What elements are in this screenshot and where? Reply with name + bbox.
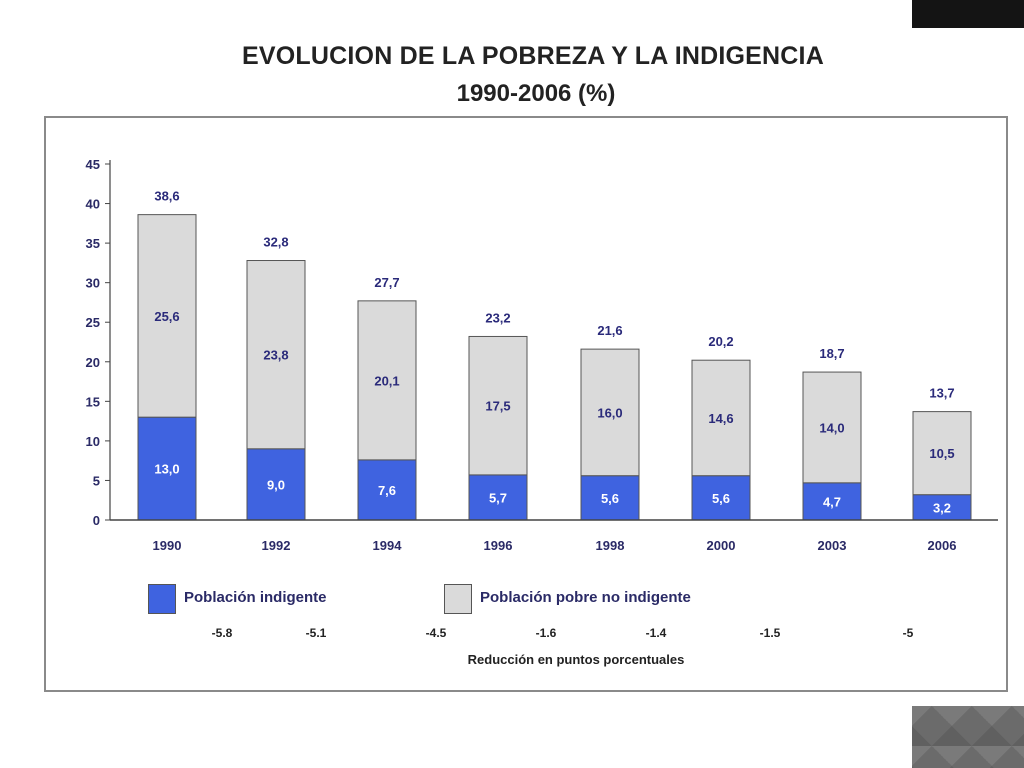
bar-poor-non-indigent [468, 335, 528, 476]
reduction-value: -5 [902, 626, 914, 640]
y-tick-label: 10 [86, 434, 100, 449]
reduction-value: -1.5 [759, 626, 781, 640]
y-tick-label: 20 [86, 355, 100, 370]
chart-title: EVOLUCION DE LA POBREZA Y LA INDIGENCIA [242, 42, 824, 70]
x-tick-label: 1996 [484, 538, 513, 553]
data-label-indigent: 3,2 [933, 500, 951, 515]
reduction-caption: Reducción en puntos porcentuales [467, 652, 685, 667]
data-label-indigent: 13,0 [154, 462, 179, 477]
reduction-value: -4.5 [425, 626, 447, 640]
bar-indigent [246, 448, 306, 521]
data-label-total: 23,2 [485, 310, 510, 325]
legend-swatch-indigent [148, 584, 176, 614]
y-tick-label: 25 [86, 315, 100, 330]
legend-swatch-poor [444, 584, 472, 614]
reduction-value: -5.1 [305, 626, 327, 640]
reduction-value: -1.6 [535, 626, 557, 640]
data-label-total: 38,6 [154, 189, 179, 204]
legend-label-indigent: Población indigente [184, 589, 327, 606]
x-tick-label: 1990 [153, 538, 182, 553]
data-label-poor: 20,1 [374, 373, 399, 388]
x-tick-label: 1998 [596, 538, 625, 553]
data-label-poor: 25,6 [154, 309, 179, 324]
y-tick-label: 0 [93, 513, 100, 528]
y-tick-label: 45 [86, 157, 100, 172]
data-label-poor: 23,8 [263, 348, 288, 363]
data-label-indigent: 5,6 [601, 491, 619, 506]
data-label-indigent: 7,6 [378, 483, 396, 498]
y-tick-label: 5 [93, 473, 100, 488]
data-label-indigent: 9,0 [267, 477, 285, 492]
data-label-total: 20,2 [708, 334, 733, 349]
chart-panel: 0 5 10 15 20 25 30 35 40 45 13,0 25,6 38,6 1990 9,0 23,… [44, 116, 1008, 692]
chart-subtitle: 1990-2006 (%) [456, 80, 616, 107]
reduction-value: -1.4 [645, 626, 667, 640]
data-label-poor: 14,6 [708, 411, 733, 426]
bar-poor-non-indigent [357, 300, 417, 461]
data-label-poor: 16,0 [597, 405, 622, 420]
y-tick-label: 15 [86, 394, 100, 409]
bar-indigent [691, 475, 751, 521]
bar-poor-non-indigent [246, 260, 306, 450]
data-label-poor: 17,5 [485, 399, 510, 414]
data-label-total: 32,8 [263, 235, 288, 250]
data-label-total: 18,7 [819, 346, 844, 361]
x-tick-label: 1992 [262, 538, 291, 553]
data-label-indigent: 5,6 [712, 491, 730, 506]
data-label-poor: 10,5 [929, 446, 954, 461]
data-label-poor: 14,0 [819, 420, 844, 435]
bar-indigent [802, 482, 862, 521]
bar-poor-non-indigent [137, 214, 197, 418]
x-tick-label: 2000 [707, 538, 736, 553]
bar-poor-non-indigent [580, 348, 640, 477]
bar-poor-non-indigent [691, 359, 751, 477]
bar-indigent [468, 474, 528, 521]
x-tick-label: 2003 [818, 538, 847, 553]
bar-poor-non-indigent [912, 411, 972, 496]
data-label-total: 21,6 [597, 323, 622, 338]
legend-label-poor: Población pobre no indigente [480, 589, 691, 606]
y-tick-label: 40 [86, 197, 100, 212]
data-label-total: 13,7 [929, 386, 954, 401]
data-label-indigent: 5,7 [489, 490, 507, 505]
x-tick-label: 2006 [928, 538, 957, 553]
stacked-bar-chart: 0 5 10 15 20 25 30 35 40 45 13,0 25,6 38,6 1990 9,0 23,… [86, 157, 998, 553]
bar-indigent [912, 494, 972, 521]
data-label-indigent: 4,7 [823, 494, 841, 509]
y-tick-label: 30 [86, 276, 100, 291]
bar-indigent [357, 459, 417, 521]
bar-poor-non-indigent [802, 371, 862, 484]
data-label-total: 27,7 [374, 275, 399, 290]
reduction-value: -5.8 [211, 626, 233, 640]
bar-indigent [580, 475, 640, 521]
x-tick-label: 1994 [373, 538, 403, 553]
slide-corner-dark [912, 0, 1024, 28]
y-tick-label: 35 [86, 236, 100, 251]
slide-corner-pattern [912, 706, 1024, 768]
